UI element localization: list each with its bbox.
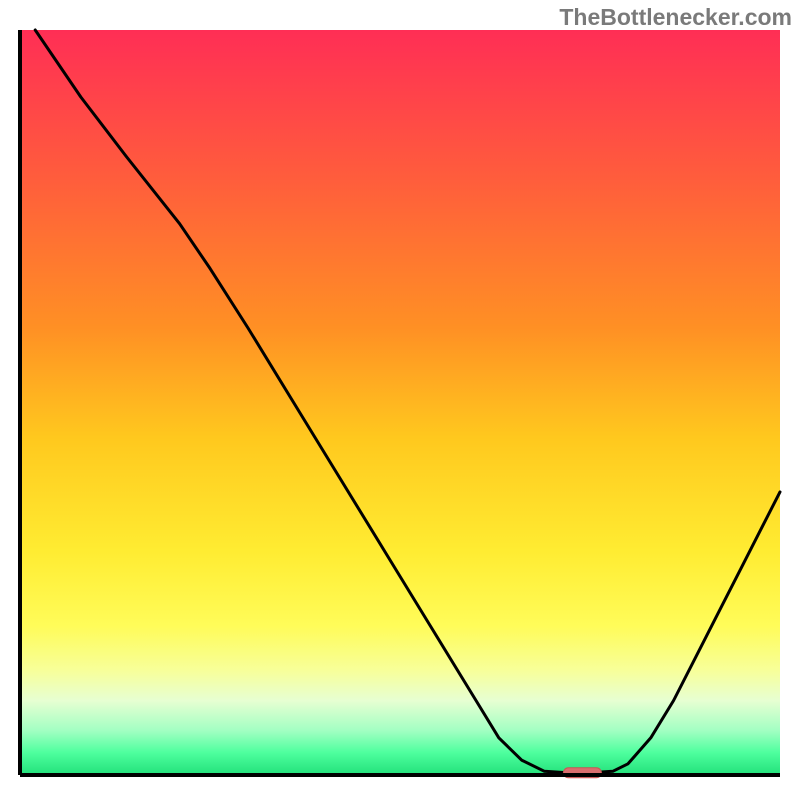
bottleneck-chart: TheBottlenecker.com (0, 0, 800, 800)
watermark-text: TheBottlenecker.com (559, 4, 792, 31)
gradient-background (20, 30, 780, 775)
chart-svg (0, 0, 800, 800)
